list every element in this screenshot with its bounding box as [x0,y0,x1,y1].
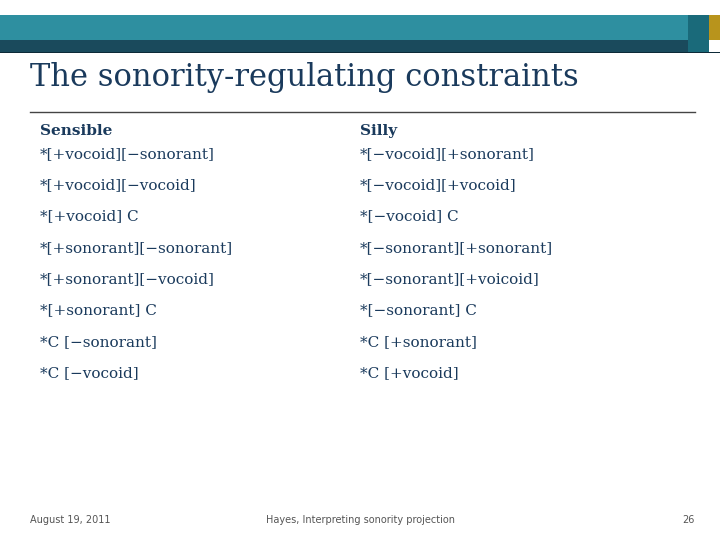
Text: *C [−sonorant]: *C [−sonorant] [40,335,156,349]
Text: Sensible: Sensible [40,124,112,138]
Text: Hayes, Interpreting sonority projection: Hayes, Interpreting sonority projection [266,515,454,525]
Text: *C [−vocoid]: *C [−vocoid] [40,366,138,380]
Text: *[+sonorant][−vocoid]: *[+sonorant][−vocoid] [40,272,215,286]
Text: August 19, 2011: August 19, 2011 [30,515,111,525]
Text: 26: 26 [683,515,695,525]
Text: *[−sonorant][+sonorant]: *[−sonorant][+sonorant] [360,241,553,255]
Text: The sonority-regulating constraints: The sonority-regulating constraints [30,62,579,93]
Text: *[+vocoid] C: *[+vocoid] C [40,210,138,224]
Text: *[−vocoid][+vocoid]: *[−vocoid][+vocoid] [360,178,517,192]
Text: *C [+vocoid]: *C [+vocoid] [360,366,459,380]
Text: *[+sonorant][−sonorant]: *[+sonorant][−sonorant] [40,241,233,255]
Text: *C [+sonorant]: *C [+sonorant] [360,335,477,349]
Text: *[+vocoid][−vocoid]: *[+vocoid][−vocoid] [40,178,197,192]
Text: *[−vocoid] C: *[−vocoid] C [360,210,459,224]
Text: *[+sonorant] C: *[+sonorant] C [40,303,156,318]
Text: *[+vocoid][−sonorant]: *[+vocoid][−sonorant] [40,147,215,161]
Text: *[−sonorant][+voicoid]: *[−sonorant][+voicoid] [360,272,540,286]
Text: *[−vocoid][+sonorant]: *[−vocoid][+sonorant] [360,147,535,161]
Text: *[−sonorant] C: *[−sonorant] C [360,303,477,318]
Text: Silly: Silly [360,124,397,138]
